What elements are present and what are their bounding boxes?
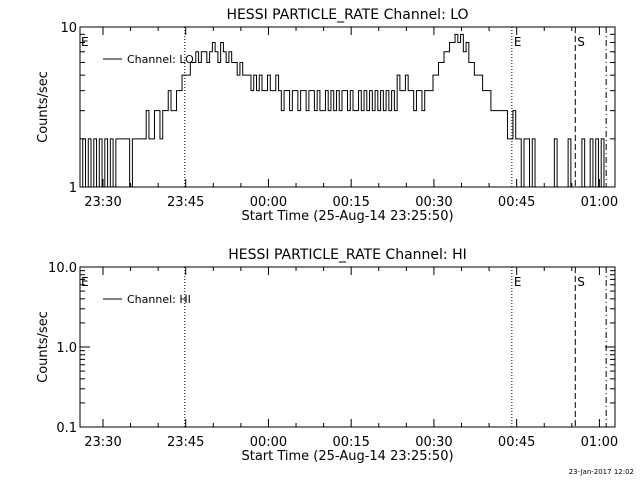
plot-frame [79,266,616,428]
legend: Channel: HI [103,293,191,306]
y-tick-label: 0.1 [56,421,77,436]
event-marker-label: S [577,35,585,49]
chart-panel-hi: HESSI PARTICLE_RATE Channel: HI 23:30 23:4… [36,247,618,464]
x-tick-label: 00:00 [250,435,287,450]
series-line-channel-lo [80,33,607,188]
x-tick-label: 01:00 [581,195,618,210]
x-tick-label: 00:00 [250,195,287,210]
x-tick-label: 00:30 [415,435,452,450]
event-marker-label: E [81,35,89,49]
y-tick-label: 1.0 [56,341,77,356]
x-tick-label: 01:00 [581,435,618,450]
x-axis-label: Start Time (25-Aug-14 23:25:50) [241,449,453,464]
y-tick-label: 10.0 [48,261,77,276]
legend-label: Channel: LO [127,53,194,66]
y-axis-label: Counts/sec [36,311,51,383]
event-marker-label: E [81,275,89,289]
x-tick-label: 23:30 [84,435,121,450]
x-tick-label: 00:45 [498,195,535,210]
event-marker-label: E [514,35,522,49]
event-marker-label: E [514,275,522,289]
x-tick-label: 00:30 [415,195,452,210]
x-tick-label: 23:45 [167,435,204,450]
x-axis-label: Start Time (25-Aug-14 23:25:50) [241,209,453,224]
legend-label: Channel: HI [127,293,191,306]
chart-title: HESSI PARTICLE_RATE Channel: HI [228,247,466,263]
y-tick-label: 10 [60,21,77,36]
y-tick-label: 1 [69,181,77,196]
x-tick-label: 23:45 [167,195,204,210]
x-tick-label: 00:15 [332,195,369,210]
x-tick-label: 00:45 [498,435,535,450]
legend: Channel: LO [103,53,194,66]
footer-timestamp: 23-Jan-2017 12:02 [568,468,634,476]
chart-title: HESSI PARTICLE_RATE Channel: LO [226,7,468,23]
chart-panel-lo: HESSI PARTICLE_RATE Channel: LO 23:30 23:4… [36,7,618,224]
x-tick-label: 23:30 [84,195,121,210]
x-tick-label: 00:15 [332,435,369,450]
plot-frame [79,26,616,188]
y-axis-label: Counts/sec [36,71,51,143]
event-marker-label: S [577,275,585,289]
